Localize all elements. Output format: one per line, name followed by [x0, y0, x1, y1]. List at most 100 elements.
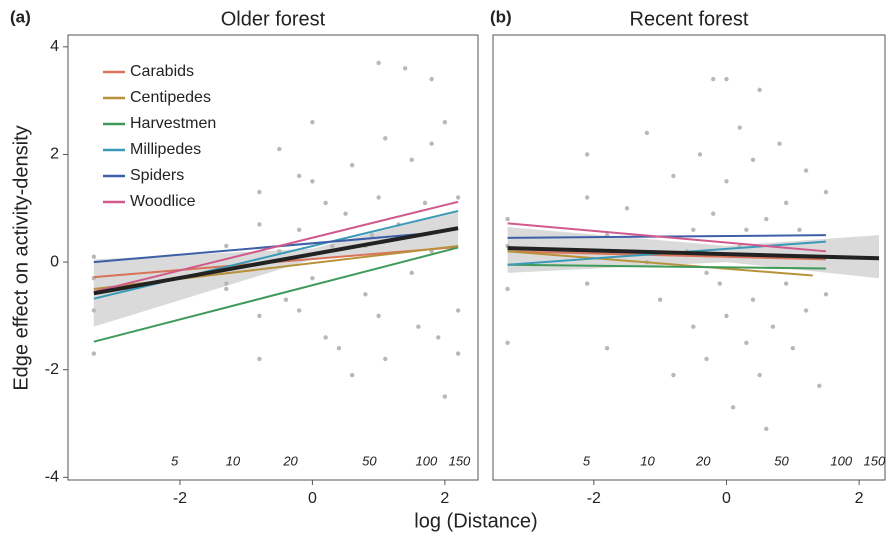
- data-point: [704, 356, 709, 362]
- x-tick-label: 2: [440, 490, 449, 507]
- y-axis-label: Edge effect on activity-density: [10, 125, 32, 390]
- distance-label: 150: [449, 453, 471, 468]
- data-point: [422, 200, 428, 206]
- data-point: [436, 335, 441, 340]
- data-point: [224, 281, 229, 286]
- data-point: [296, 227, 302, 232]
- x-tick-label: -2: [173, 490, 187, 507]
- data-point: [803, 308, 809, 313]
- overall-fit: [507, 246, 880, 261]
- data-point: [584, 281, 590, 286]
- legend-label: Spiders: [130, 167, 184, 184]
- data-point: [257, 356, 262, 362]
- data-point: [409, 157, 414, 163]
- data-point: [823, 189, 829, 195]
- data-point: [737, 125, 742, 130]
- data-point: [770, 324, 776, 329]
- data-point: [671, 173, 676, 179]
- series-line: [507, 250, 826, 261]
- y-tick-label: 2: [50, 146, 59, 163]
- data-point: [310, 179, 315, 184]
- data-point: [224, 243, 229, 249]
- data-point: [505, 286, 510, 292]
- plot-frame: [67, 34, 479, 481]
- data-point: [724, 179, 729, 184]
- data-point: [283, 297, 289, 302]
- data-point: [296, 173, 302, 179]
- data-point: [657, 297, 663, 302]
- data-point: [257, 222, 262, 227]
- y-tick-label: -2: [45, 361, 59, 378]
- distance-label: 5: [171, 453, 179, 468]
- data-point: [455, 351, 461, 356]
- data-point: [624, 206, 630, 211]
- distance-label: 100: [830, 453, 852, 468]
- data-point: [363, 292, 368, 297]
- series-line: [93, 246, 459, 343]
- data-point: [343, 211, 348, 216]
- data-point: [757, 87, 762, 93]
- panel-title: Older forest: [221, 8, 326, 30]
- data-point: [369, 232, 375, 238]
- x-tick-label: 0: [722, 490, 731, 507]
- distance-label: 10: [640, 453, 655, 468]
- data-point: [91, 351, 97, 356]
- series-line: [507, 263, 826, 270]
- data-point: [797, 227, 802, 232]
- legend-label: Harvestmen: [130, 115, 216, 132]
- data-point: [744, 340, 749, 345]
- distance-label: 10: [226, 453, 241, 468]
- data-point: [817, 383, 822, 389]
- data-point: [257, 189, 262, 195]
- x-tick-label: -2: [587, 490, 601, 507]
- distance-label: 50: [362, 453, 377, 468]
- data-point: [724, 313, 729, 319]
- data-point: [257, 313, 262, 319]
- data-point: [783, 281, 789, 286]
- data-point: [757, 372, 762, 378]
- y-tick-label: 4: [50, 38, 59, 55]
- legend-label: Carabids: [130, 63, 194, 80]
- data-point: [429, 141, 434, 146]
- data-point: [711, 211, 716, 216]
- data-point: [383, 356, 388, 362]
- panel-label: (b): [490, 7, 512, 26]
- y-tick-label: 0: [50, 253, 59, 270]
- data-point: [376, 313, 381, 319]
- data-point: [704, 270, 709, 276]
- data-point: [584, 195, 590, 200]
- distance-label: 20: [282, 453, 298, 468]
- data-point: [330, 243, 335, 249]
- data-point: [711, 76, 716, 82]
- data-point: [310, 276, 315, 281]
- x-tick-label: 0: [308, 490, 317, 507]
- series-line: [507, 222, 827, 253]
- series-line: [507, 250, 813, 277]
- distance-label: 150: [864, 453, 886, 468]
- series-line: [93, 231, 439, 264]
- data-point: [790, 345, 796, 351]
- data-point: [376, 195, 381, 200]
- data-point: [310, 119, 315, 125]
- data-point: [744, 227, 749, 232]
- data-point: [671, 372, 676, 378]
- data-point: [349, 372, 355, 378]
- legend-label: Centipedes: [130, 89, 211, 106]
- data-point: [697, 152, 703, 157]
- data-point: [402, 66, 408, 71]
- data-point: [604, 345, 610, 351]
- data-point: [429, 76, 434, 82]
- data-point: [376, 60, 381, 66]
- x-axis-label: log (Distance): [414, 510, 537, 532]
- data-point: [724, 76, 729, 82]
- distance-label: 100: [415, 453, 437, 468]
- data-point: [823, 292, 829, 297]
- legend-label: Woodlice: [130, 193, 196, 210]
- plot-frame: [492, 34, 886, 481]
- data-point: [505, 216, 510, 222]
- series-line: [93, 200, 459, 293]
- data-point: [349, 163, 355, 168]
- legend-label: Millipedes: [130, 141, 201, 158]
- distance-label: 20: [695, 453, 711, 468]
